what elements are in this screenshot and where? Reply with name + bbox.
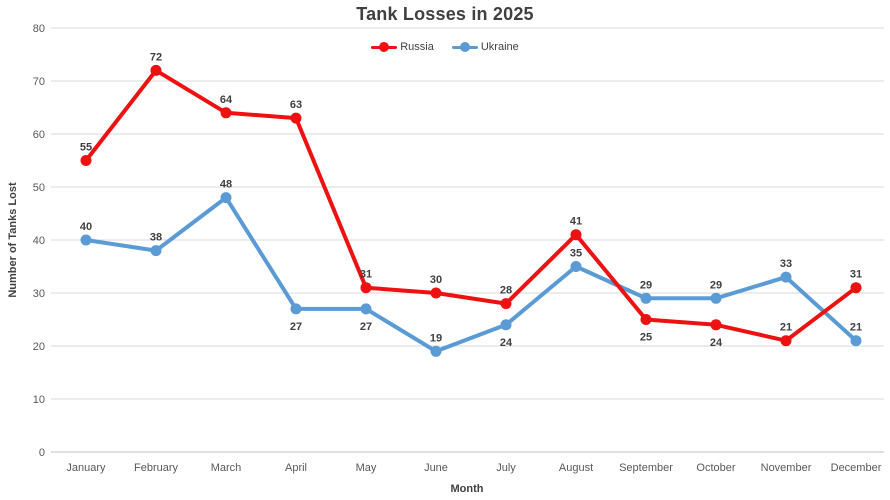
russia-marker <box>570 229 582 241</box>
y-tick-label: 30 <box>33 288 45 300</box>
y-tick-label: 80 <box>33 23 45 35</box>
y-tick-label: 50 <box>33 182 45 194</box>
russia-data-label: 25 <box>640 332 652 344</box>
ukraine-marker <box>430 345 442 357</box>
ukraine-data-label: 29 <box>710 279 722 291</box>
russia-marker <box>850 282 862 294</box>
russia-marker <box>220 107 232 119</box>
ukraine-data-label: 21 <box>850 322 862 334</box>
russia-data-label: 41 <box>570 216 582 228</box>
russia-data-label: 30 <box>430 274 442 286</box>
x-tick-label: March <box>211 462 242 474</box>
y-tick-label: 10 <box>33 394 45 406</box>
x-tick-label: October <box>696 462 735 474</box>
russia-marker <box>640 314 652 325</box>
ukraine-marker <box>220 192 232 204</box>
russia-data-label: 63 <box>290 99 302 111</box>
ukraine-data-label: 24 <box>500 337 513 349</box>
chart-title: Tank Losses in 2025 <box>0 4 890 25</box>
russia-data-label: 55 <box>80 142 92 154</box>
russia-data-label: 72 <box>150 51 162 63</box>
x-tick-label: November <box>761 462 812 474</box>
ukraine-line-marker-icon <box>451 42 478 52</box>
legend: Russia Ukraine <box>0 39 890 55</box>
ukraine-marker <box>80 234 92 246</box>
russia-marker <box>780 335 792 347</box>
chart-title-text: Tank Losses in 2025 <box>344 4 546 25</box>
legend-label-ukraine: Ukraine <box>480 41 519 53</box>
y-tick-label: 40 <box>33 235 45 247</box>
russia-data-label: 64 <box>220 94 233 106</box>
legend-label-russia: Russia <box>400 41 434 53</box>
y-tick-label: 60 <box>33 129 45 141</box>
russia-data-label: 31 <box>850 269 862 281</box>
ukraine-data-label: 38 <box>150 232 162 244</box>
ukraine-line <box>84 195 858 354</box>
russia-marker <box>430 287 442 299</box>
ukraine-data-label: 48 <box>220 179 232 191</box>
ukraine-marker <box>710 292 722 304</box>
x-tick-label: January <box>66 462 106 474</box>
x-tick-label: September <box>619 462 673 474</box>
ukraine-data-label: 29 <box>640 279 652 291</box>
x-tick-label: December <box>831 462 882 474</box>
y-axis-title: Number of Tanks Lost <box>7 182 19 298</box>
legend-item-ukraine: Ukraine <box>451 41 519 53</box>
russia-data-label: 31 <box>360 269 372 281</box>
russia-line <box>84 68 858 343</box>
ukraine-data-label: 40 <box>80 221 92 233</box>
russia-line-marker-icon <box>371 42 398 52</box>
ukraine-marker <box>290 303 302 315</box>
ukraine-data-label: 27 <box>360 321 372 333</box>
ukraine-marker <box>640 292 652 304</box>
russia-marker <box>80 155 92 166</box>
ukraine-marker <box>150 245 162 257</box>
x-axis-title: Month <box>451 483 484 495</box>
russia-data-label: 28 <box>500 285 512 297</box>
x-tick-label: May <box>356 462 377 474</box>
ukraine-data-label: 19 <box>430 332 442 344</box>
russia-marker <box>710 319 722 331</box>
legend-item-russia: Russia <box>371 41 434 53</box>
ukraine-marker <box>500 319 512 331</box>
x-tick-label: August <box>559 462 593 474</box>
x-tick-label: June <box>424 462 448 474</box>
y-tick-label: 20 <box>33 341 45 353</box>
ukraine-data-label: 33 <box>780 258 792 270</box>
y-tick-label: 0 <box>39 447 45 459</box>
russia-data-label: 21 <box>780 322 792 334</box>
x-tick-label: February <box>134 462 179 474</box>
russia-marker <box>360 282 372 294</box>
russia-marker <box>500 298 512 310</box>
russia-marker <box>150 64 162 76</box>
x-tick-label: July <box>496 462 516 474</box>
ukraine-marker <box>570 261 582 272</box>
ukraine-marker <box>360 303 372 315</box>
ukraine-marker <box>780 271 792 283</box>
y-tick-label: 70 <box>33 76 45 88</box>
ukraine-data-label: 35 <box>570 248 582 260</box>
ukraine-data-label: 27 <box>290 321 302 333</box>
russia-data-label: 24 <box>710 337 723 349</box>
russia-marker <box>290 112 302 124</box>
ukraine-marker <box>850 335 862 347</box>
x-tick-label: April <box>285 462 307 474</box>
